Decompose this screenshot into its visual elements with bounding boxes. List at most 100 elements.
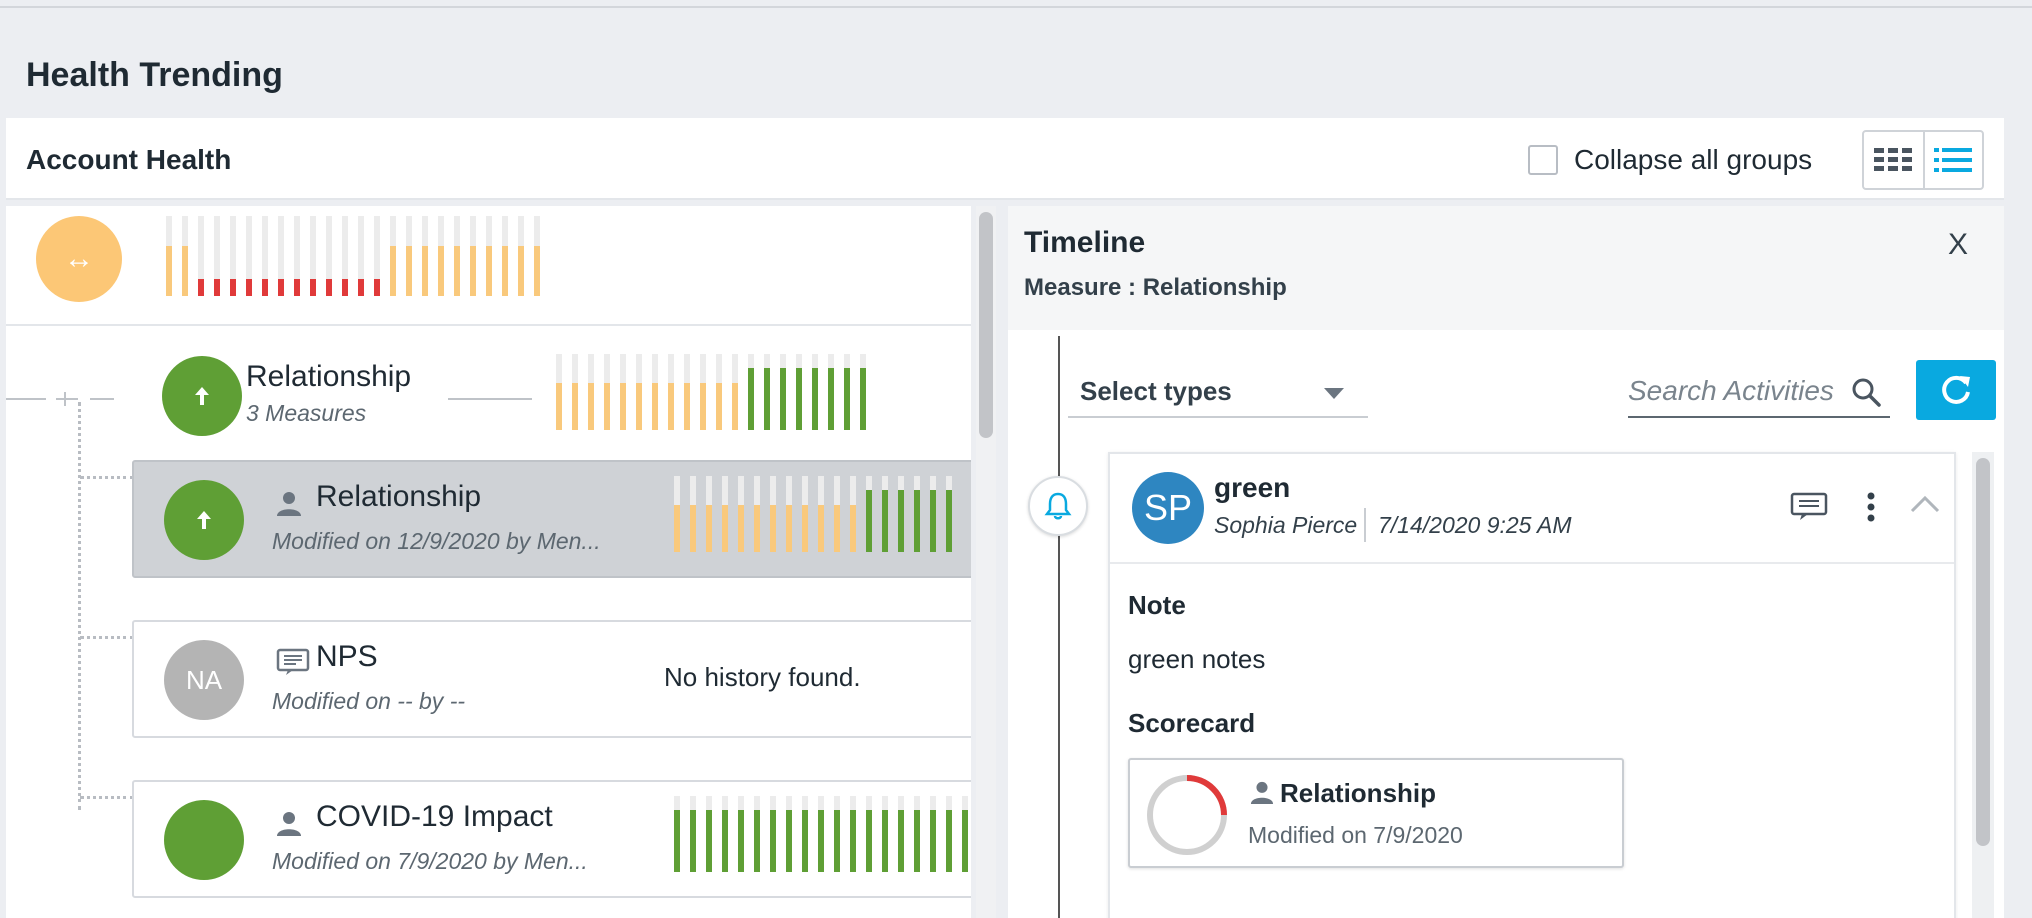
history-bar: [786, 796, 792, 872]
note-label: Note: [1128, 590, 1186, 620]
history-bar: [738, 476, 744, 552]
view-toggle: [1862, 130, 1984, 190]
collapse-all-groups[interactable]: Collapse all groups: [1528, 144, 1812, 176]
activity-date: 7/14/2020 9:25 AM: [1378, 512, 1572, 538]
history-bar: [438, 216, 444, 296]
history-bar: [882, 796, 888, 872]
history-bar: [684, 354, 690, 430]
tree-scrollbar-thumb[interactable]: [979, 212, 993, 438]
history-bar: [898, 796, 904, 872]
tree-scrollbar[interactable]: [976, 206, 996, 918]
group-name[interactable]: Relationship: [246, 360, 412, 393]
history-bar: [604, 354, 610, 430]
measure-card-relationship[interactable]: Relationship Modified on 12/9/2020 by Me…: [132, 460, 971, 578]
timeline-title: Timeline: [1024, 226, 1146, 259]
tree-connector: [90, 398, 114, 400]
history-bar: [706, 796, 712, 872]
timeline-subtitle: Measure : Relationship: [1024, 274, 1287, 301]
refresh-button[interactable]: [1916, 360, 1996, 420]
history-bar: [732, 354, 738, 430]
select-types-dropdown[interactable]: Select types: [1068, 364, 1368, 418]
avatar: SP: [1132, 472, 1204, 544]
history-bar: [812, 354, 818, 430]
tree-line: [78, 402, 81, 810]
top-divider: [0, 6, 2032, 8]
history-bar: [828, 354, 834, 430]
history-bar: [674, 796, 680, 872]
history-bar: [882, 476, 888, 552]
history-bar: [914, 476, 920, 552]
comment-icon[interactable]: [1790, 492, 1828, 522]
history-bar: [502, 216, 508, 296]
history-bar: [454, 216, 460, 296]
measure-history-bars: [674, 796, 971, 872]
history-bar: [844, 354, 850, 430]
history-bar: [818, 796, 824, 872]
history-bar: [802, 796, 808, 872]
group-measure-count: 3 Measures: [246, 400, 367, 426]
history-bar: [738, 796, 744, 872]
chevron-down-icon: [1324, 388, 1344, 399]
measure-name: NPS: [316, 640, 378, 673]
survey-icon: [276, 648, 310, 675]
score-ring: [1147, 775, 1227, 855]
history-bar: [754, 796, 760, 872]
measure-modified: Modified on 7/9/2020 by Men...: [272, 848, 588, 874]
account-summary-row[interactable]: ↔: [6, 206, 971, 326]
collapse-all-checkbox[interactable]: [1528, 145, 1558, 175]
history-bar: [946, 476, 952, 552]
tree-connector: [56, 398, 78, 400]
list-view-button[interactable]: [1922, 132, 1982, 188]
activity-header[interactable]: SP green Sophia Pierce 7/14/2020 9:25 AM: [1110, 454, 1954, 564]
search-icon[interactable]: [1850, 376, 1882, 408]
measure-trend-badge: [164, 800, 244, 880]
tree-expander[interactable]: [64, 392, 66, 406]
person-icon: [1250, 781, 1274, 804]
history-bar: [674, 476, 680, 552]
timeline-scrollbar[interactable]: [1972, 452, 1994, 918]
activity-author: Sophia Pierce: [1214, 512, 1358, 538]
scorecard-card[interactable]: Relationship Modified on 7/9/2020: [1128, 758, 1624, 868]
more-options-icon[interactable]: [1866, 492, 1876, 522]
history-bar: [786, 476, 792, 552]
grid-view-icon: [1874, 148, 1913, 171]
chevron-up-icon[interactable]: [1910, 494, 1940, 514]
grid-view-button[interactable]: [1864, 132, 1923, 188]
measure-card-nps[interactable]: NA NPS Modified on -- by -- No history f…: [132, 620, 971, 738]
timeline-header: Timeline Measure : Relationship X: [1008, 206, 2004, 330]
timeline-line: [1058, 336, 1060, 918]
history-bar: [166, 216, 172, 296]
collapse-all-label: Collapse all groups: [1574, 144, 1813, 175]
history-bar: [690, 796, 696, 872]
scorecard-name: Relationship: [1280, 778, 1437, 808]
neutral-trend-icon: ↔: [64, 242, 94, 275]
timeline-scrollbar-thumb[interactable]: [1976, 458, 1990, 846]
history-bar: [802, 476, 808, 552]
measure-modified: Modified on 12/9/2020 by Men...: [272, 528, 601, 554]
history-bar: [620, 354, 626, 430]
activity-title: green: [1214, 472, 1291, 503]
history-bar: [834, 476, 840, 552]
search-input[interactable]: [1628, 374, 1840, 408]
history-bar: [690, 476, 696, 552]
arrow-up-icon: [195, 387, 209, 405]
history-bar: [390, 216, 396, 296]
measure-card-covid[interactable]: COVID-19 Impact Modified on 7/9/2020 by …: [132, 780, 971, 898]
history-bar: [342, 216, 348, 296]
no-history-message: No history found.: [664, 662, 861, 692]
summary-history-bars: [166, 216, 550, 296]
close-button[interactable]: X: [1948, 228, 1969, 261]
history-bar: [930, 476, 936, 552]
group-trend-badge: [162, 356, 242, 436]
activity-card: SP green Sophia Pierce 7/14/2020 9:25 AM…: [1108, 452, 1956, 918]
tree-line: [80, 636, 134, 639]
history-bar: [722, 476, 728, 552]
history-bar: [722, 796, 728, 872]
activity-search: [1628, 364, 1890, 418]
measure-modified: Modified on -- by --: [272, 688, 466, 714]
activity-type-marker: [1028, 476, 1088, 536]
history-bar: [310, 216, 316, 296]
tree-connector: [6, 398, 46, 400]
arrow-up-icon: [197, 511, 211, 529]
history-bar: [518, 216, 524, 296]
